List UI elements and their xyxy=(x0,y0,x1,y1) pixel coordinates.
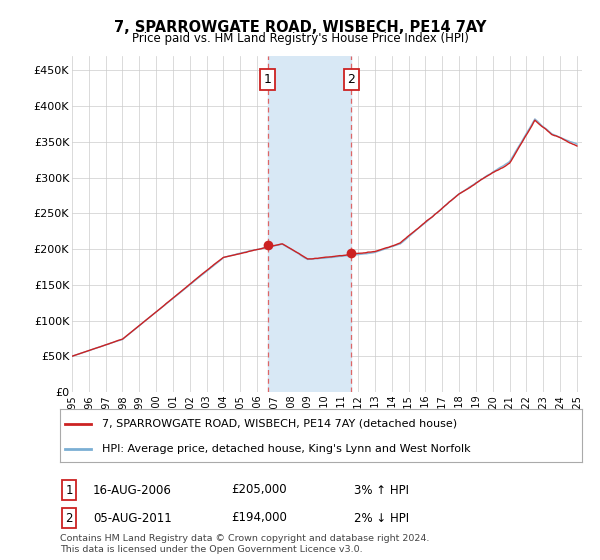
Text: 2: 2 xyxy=(347,73,355,86)
Text: 7, SPARROWGATE ROAD, WISBECH, PE14 7AY (detached house): 7, SPARROWGATE ROAD, WISBECH, PE14 7AY (… xyxy=(102,419,457,429)
Text: 7, SPARROWGATE ROAD, WISBECH, PE14 7AY: 7, SPARROWGATE ROAD, WISBECH, PE14 7AY xyxy=(114,20,486,35)
Text: This data is licensed under the Open Government Licence v3.0.: This data is licensed under the Open Gov… xyxy=(60,545,362,554)
Text: Contains HM Land Registry data © Crown copyright and database right 2024.: Contains HM Land Registry data © Crown c… xyxy=(60,534,430,543)
Text: 05-AUG-2011: 05-AUG-2011 xyxy=(93,511,172,525)
Text: £205,000: £205,000 xyxy=(231,483,287,497)
Text: HPI: Average price, detached house, King's Lynn and West Norfolk: HPI: Average price, detached house, King… xyxy=(102,444,470,454)
Text: 16-AUG-2006: 16-AUG-2006 xyxy=(93,483,172,497)
Text: 1: 1 xyxy=(65,483,73,497)
Text: 3% ↑ HPI: 3% ↑ HPI xyxy=(354,483,409,497)
Text: 1: 1 xyxy=(263,73,272,86)
Text: 2: 2 xyxy=(65,511,73,525)
Text: 2% ↓ HPI: 2% ↓ HPI xyxy=(354,511,409,525)
Text: Price paid vs. HM Land Registry's House Price Index (HPI): Price paid vs. HM Land Registry's House … xyxy=(131,32,469,45)
Text: £194,000: £194,000 xyxy=(231,511,287,525)
Bar xyxy=(268,56,351,392)
